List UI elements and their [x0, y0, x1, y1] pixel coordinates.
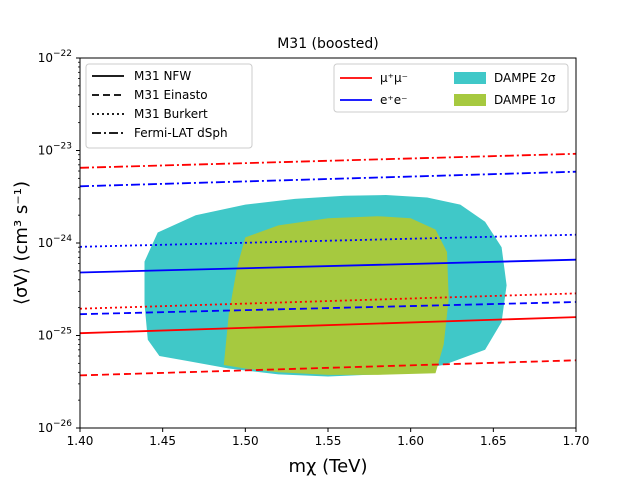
chart-title: M31 (boosted) [277, 36, 379, 52]
legend-patch-dampe1 [454, 94, 486, 106]
line-nfw-ee [79, 258, 577, 274]
line-einasto-mumu [79, 359, 577, 377]
line-einasto-ee [79, 301, 577, 316]
legend-label: M31 Einasto [134, 88, 208, 102]
line-fermi-mumu [79, 152, 577, 169]
y-tick-label: 10−22 [38, 49, 72, 65]
y-axis-label: ⟨σV⟩ (cm³ s⁻¹) [11, 181, 32, 305]
x-tick-label: 1.65 [480, 434, 507, 448]
confidence-regions [144, 195, 507, 377]
y-tick-label: 10−25 [38, 327, 72, 343]
legend-label: μ⁺μ⁻ [380, 71, 408, 85]
line-nfw-mumu [79, 316, 577, 335]
y-tick-label: 10−24 [38, 234, 73, 250]
x-tick-label: 1.70 [563, 434, 590, 448]
legend-profiles: M31 NFW M31 Einasto M31 Burkert Fermi-LAT d… [85, 63, 253, 149]
legend-patch-dampe2 [454, 72, 486, 84]
y-tick-label: 10−23 [38, 142, 72, 158]
y-tick-label: 10−26 [38, 419, 73, 435]
legend-label: Fermi-LAT dSph [134, 126, 228, 140]
legend-profiles-box [85, 63, 253, 149]
x-tick-label: 1.50 [232, 434, 259, 448]
x-axis-label: mχ (TeV) [288, 456, 367, 477]
x-tick-label: 1.60 [397, 434, 424, 448]
limit-lines [79, 152, 577, 377]
line-fermi-ee [79, 170, 577, 188]
region-dampe-1sigma [223, 216, 449, 375]
legend-channels-box [333, 63, 569, 113]
legend-channels: μ⁺μ⁻ e⁺e⁻ DAMPE 2σ DAMPE 1σ [333, 63, 569, 113]
legend-label: M31 NFW [134, 69, 191, 83]
x-tick-label: 1.45 [149, 434, 176, 448]
legend-label: DAMPE 1σ [494, 93, 556, 107]
x-tick-label: 1.40 [67, 434, 94, 448]
legend-label: e⁺e⁻ [380, 93, 407, 107]
x-tick-label: 1.55 [315, 434, 342, 448]
legend-label: DAMPE 2σ [494, 71, 556, 85]
legend-label: M31 Burkert [134, 107, 208, 121]
axis-ticks: 1.40 1.45 1.50 1.55 1.60 1.65 1.70 10−26 10−25 10… [38, 49, 590, 448]
